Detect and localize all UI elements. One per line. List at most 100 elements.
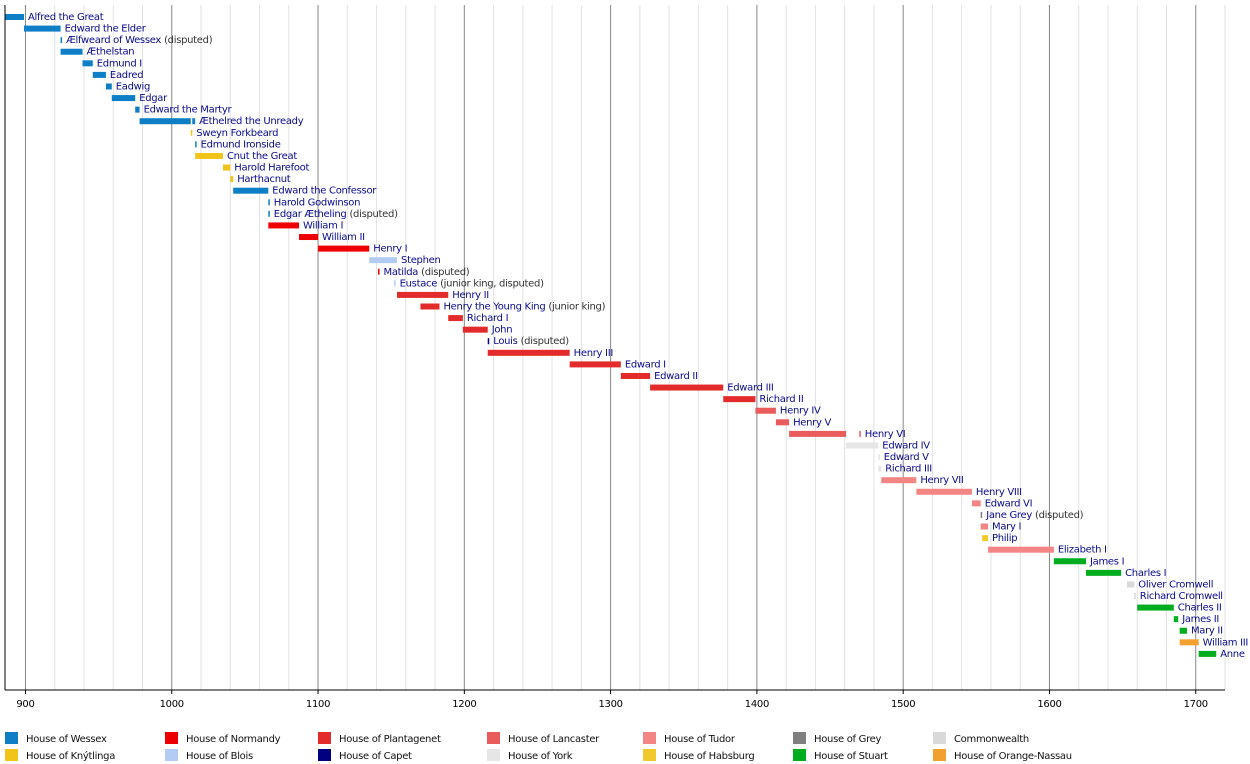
reign-bar [135,106,140,113]
monarch-name: James I [1089,556,1124,567]
monarch-label: Stephen [401,255,441,266]
monarch-name: John [491,325,513,336]
monarch-label: Henry III [574,348,613,359]
monarch-name: Matilda [384,267,419,278]
monarch-name: Eadwig [116,81,150,92]
monarch-label: Charles I [1125,568,1166,579]
monarch-note: (disputed) [1035,510,1084,521]
legend-label: House of York [508,751,573,762]
reign-bar [1198,650,1217,657]
monarch-name: Henry VI [865,429,906,440]
monarch-label: Alfred the Great [28,12,104,23]
monarch-name: Oliver Cromwell [1138,579,1213,590]
monarch-name: Edward the Elder [65,24,147,35]
monarch-name: Anne [1220,649,1245,660]
reign-bar [139,118,191,125]
reign-bar [1126,581,1135,588]
monarch-note: (junior king) [548,302,605,313]
monarch-name: Harold Godwinson [274,197,360,208]
reign-bar [755,407,776,414]
monarch-label: Edmund I [97,58,142,69]
monarch-label: William I [303,220,343,231]
monarch-name: Harthacnut [237,174,291,185]
legend-swatch [643,732,656,744]
reign-bar [369,257,398,264]
reign-bar [650,384,724,391]
monarch-name: Philip [992,533,1017,544]
legend-label: House of Lancaster [508,734,600,745]
monarch-label: Æthelred the Unready [199,116,304,127]
reign-bar [60,37,63,44]
monarch-name: William I [303,220,343,231]
monarch-label: Edward the Confessor [272,186,377,197]
monarch-label: Edgar [139,93,168,104]
monarch-name: Charles I [1125,568,1166,579]
legend-label: House of Normandy [186,734,281,745]
monarch-label: Henry II [452,290,489,301]
monarch-name: Stephen [401,255,441,266]
monarch-name: Edward II [654,371,698,382]
legend-swatch [5,732,18,744]
reign-bar [195,141,197,148]
reign-bar [1179,627,1187,634]
monarch-label: John [491,325,513,336]
monarch-name: Henry III [574,348,613,359]
monarch-label: Oliver Cromwell [1138,579,1213,590]
legend-swatch [318,749,331,761]
monarch-label: Ælfweard of Wessex (disputed) [66,35,213,46]
monarch-name: Henry I [373,244,407,255]
legend-label: House of Knýtlinga [26,750,115,762]
reign-bar [233,187,269,194]
legend-swatch [487,749,500,761]
monarch-name: Henry VIII [976,487,1022,498]
reign-bar [420,303,440,310]
monarch-name: Harold Harefoot [234,163,309,174]
x-tick-label: 1400 [745,699,769,710]
reign-bar [268,222,300,229]
monarch-label: Harold Godwinson [274,197,360,208]
monarch-name: Henry VII [920,475,963,486]
reign-bar [82,60,93,67]
legend-label: House of Wessex [26,734,107,745]
monarch-label: William II [322,232,365,243]
monarch-label: James II [1181,614,1219,625]
reign-bar [268,210,270,217]
reign-bar [1179,639,1199,646]
monarch-label: Henry VI [865,429,906,440]
monarch-name: Edgar Ætheling [274,209,347,220]
legend-swatch [793,749,806,761]
reign-bar [881,477,917,484]
bars [5,14,1217,657]
reign-bar [878,465,882,472]
monarch-name: Edmund Ironside [201,139,281,150]
reign-bar [105,83,112,90]
monarch-name: Henry IV [780,406,821,417]
legend-label: House of Habsburg [664,751,754,762]
monarch-label: Edmund Ironside [201,139,281,150]
x-tick-label: 900 [16,699,34,710]
monarch-name: Ælfweard of Wessex [66,35,161,46]
reign-bar [192,118,196,125]
reign-bar [789,430,847,437]
monarch-label: Edward VI [985,498,1033,509]
monarch-label: Edward III [727,383,773,394]
monarch-label: William III [1203,637,1248,648]
monarch-name: Richard III [885,464,932,475]
monarch-label: Æthelstan [87,47,135,58]
monarch-label: Mary I [992,522,1021,533]
monarch-name: Richard Cromwell [1140,591,1223,602]
reign-bar [268,199,270,206]
monarch-label: Richard I [467,313,508,324]
monarch-label: Mary II [1191,626,1223,637]
reign-bar [5,14,25,20]
reign-bar [1173,616,1179,623]
x-tick-label: 1300 [598,699,622,710]
monarch-name: Elizabeth I [1058,545,1107,556]
x-tick-label: 1600 [1037,699,1061,710]
reign-bar [222,164,231,171]
reign-bar [846,442,879,449]
monarch-label: Anne [1220,649,1245,660]
legend-label: House of Plantagenet [339,734,441,745]
monarch-name: Richard II [759,394,803,405]
monarch-name: Edward the Confessor [272,186,377,197]
